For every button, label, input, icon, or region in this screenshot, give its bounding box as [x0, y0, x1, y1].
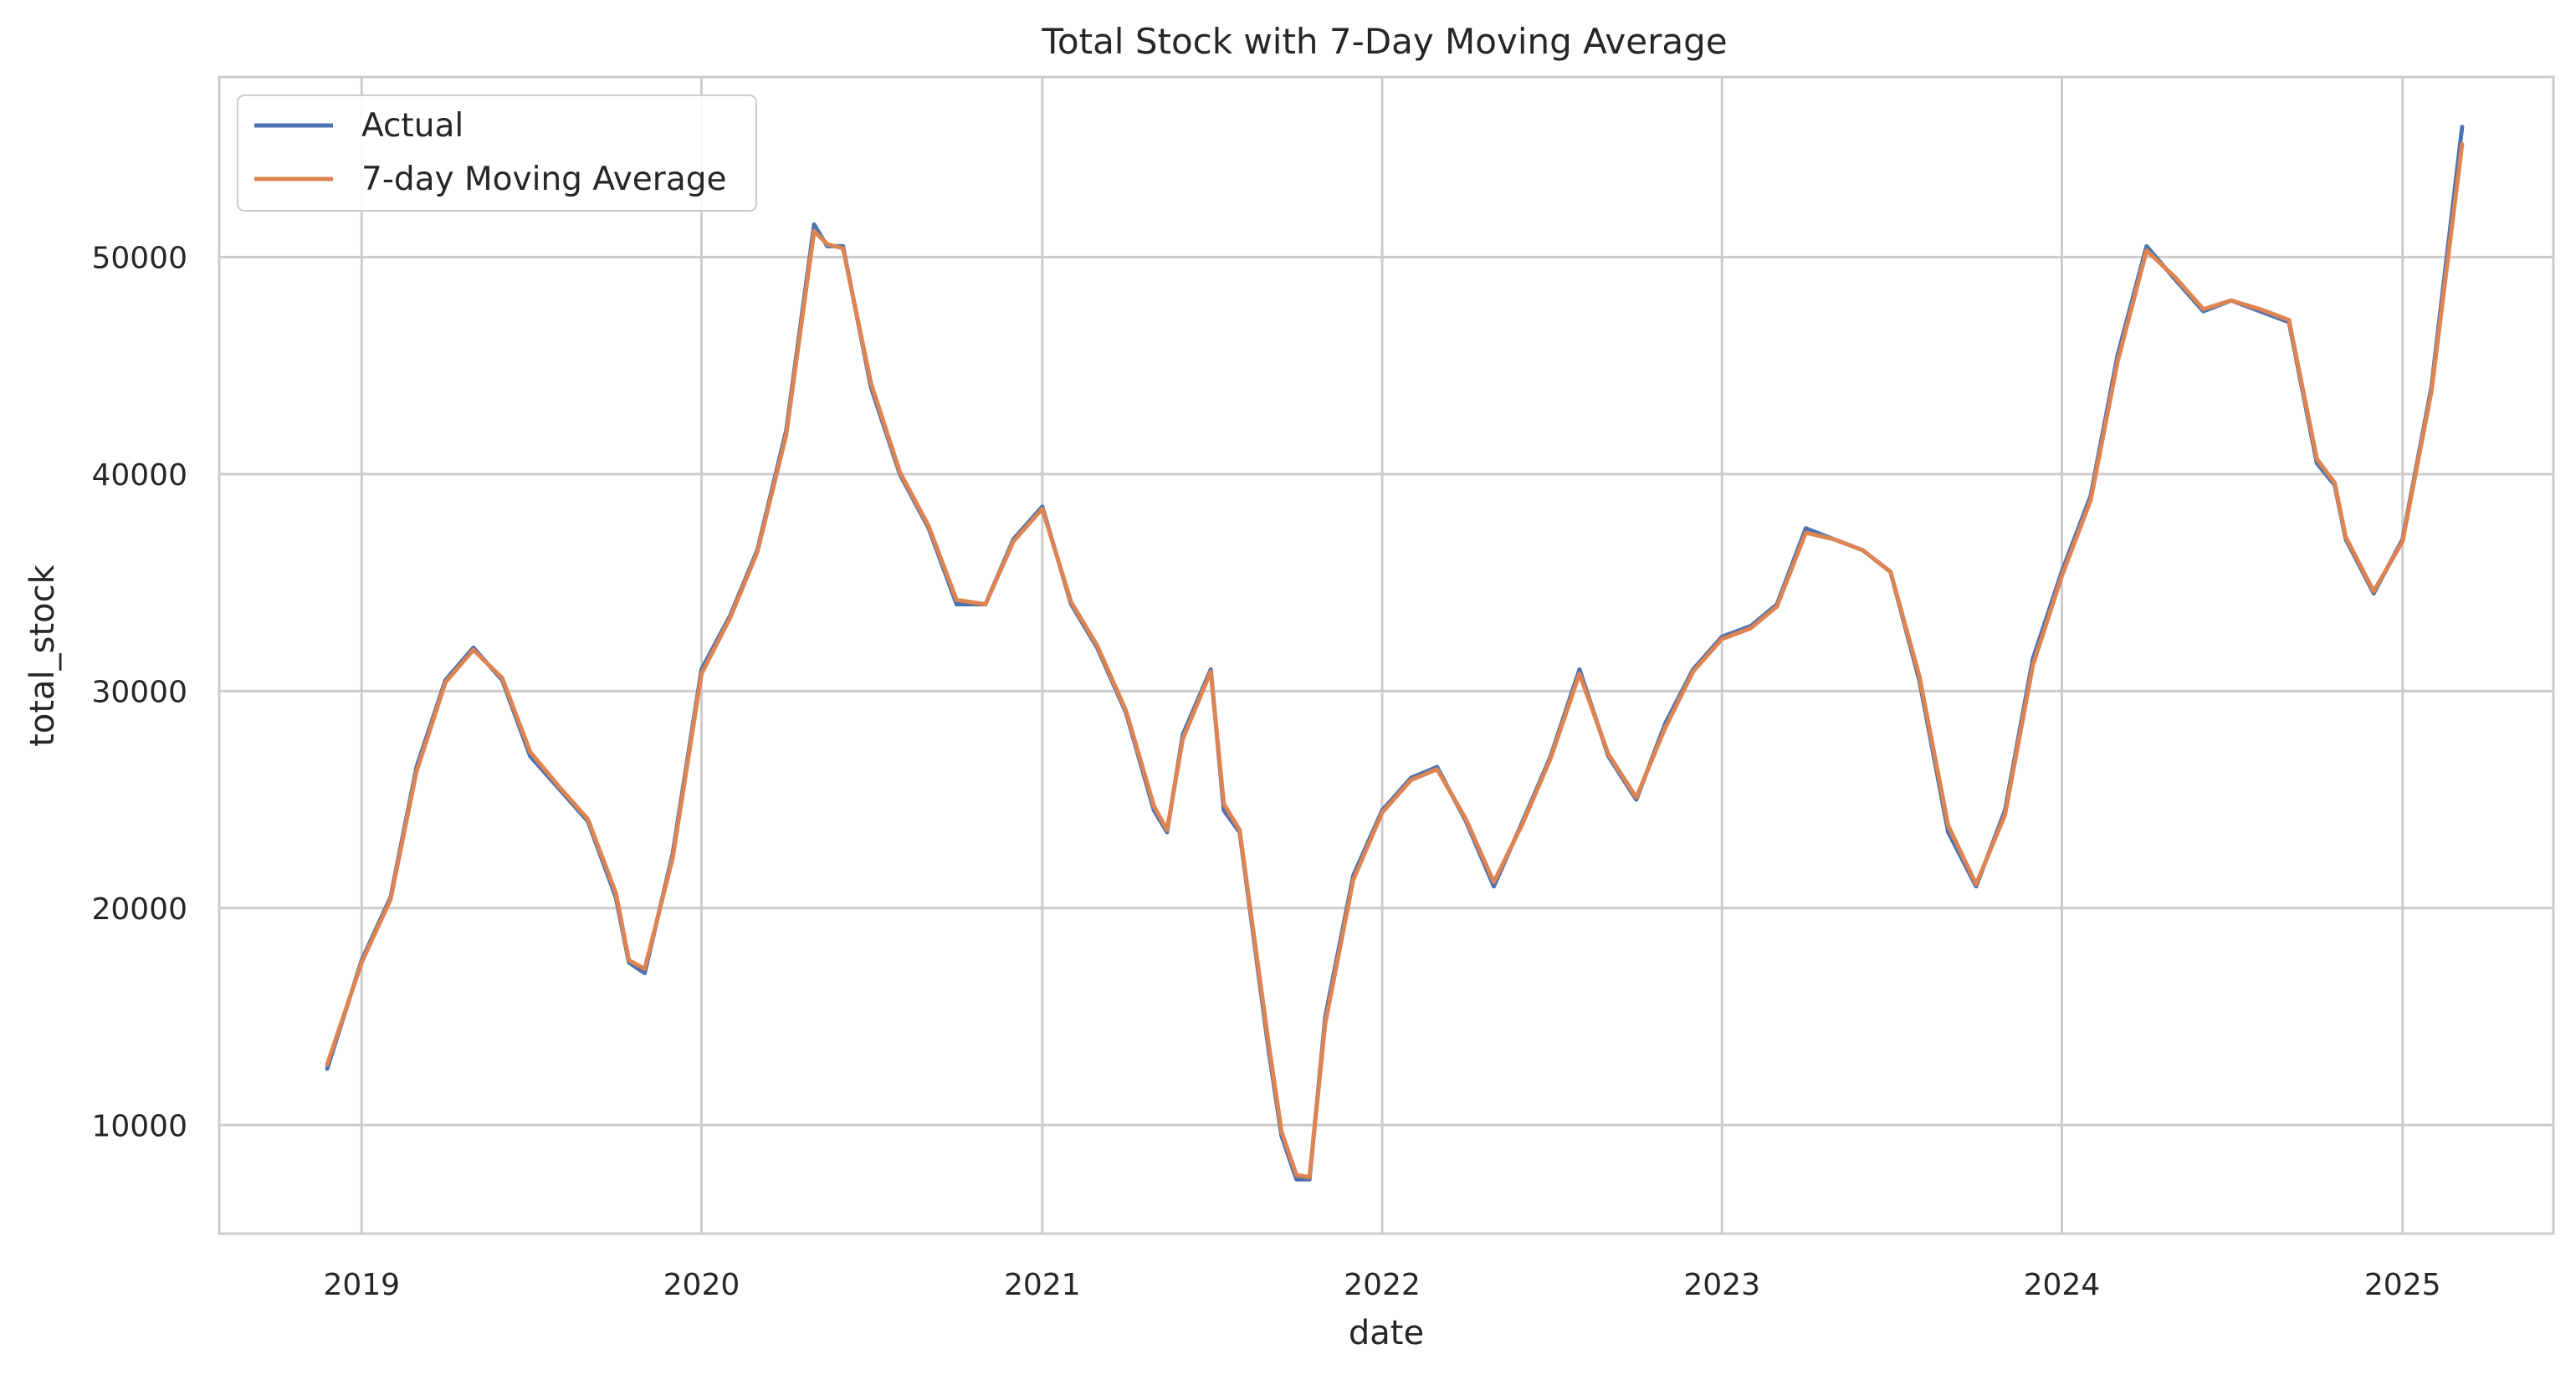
y-tick-label-20000: 20000 — [91, 892, 187, 927]
legend-label-moving-average: 7-day Moving Average — [361, 161, 726, 198]
plot-frame — [218, 75, 2555, 1235]
x-axis: 2019 2020 2021 2022 2023 2024 2025 — [323, 1268, 2440, 1302]
series-layer — [325, 125, 2465, 1182]
series-line-moving-average — [325, 141, 2465, 1179]
x-tick-label-2019: 2019 — [323, 1268, 400, 1302]
y-tick-label-30000: 30000 — [91, 675, 187, 709]
x-tick-label-2023: 2023 — [1683, 1268, 1760, 1302]
y-tick-label-50000: 50000 — [91, 241, 187, 275]
x-tick-label-2025: 2025 — [2364, 1268, 2441, 1302]
y-tick-label-10000: 10000 — [91, 1109, 187, 1143]
x-tick-label-2024: 2024 — [2024, 1268, 2101, 1302]
legend-box — [237, 95, 757, 212]
chart-title: Total Stock with 7-Day Moving Average — [1041, 21, 1727, 62]
grid — [219, 77, 2553, 1234]
legend-label-actual: Actual — [361, 107, 463, 145]
y-axis: 10000 20000 30000 40000 50000 — [91, 241, 187, 1143]
x-tick-label-2022: 2022 — [1344, 1268, 1421, 1302]
x-tick-label-2021: 2021 — [1004, 1268, 1081, 1302]
x-axis-label: date — [1349, 1314, 1424, 1352]
y-tick-label-40000: 40000 — [91, 458, 187, 493]
x-tick-label-2020: 2020 — [663, 1268, 740, 1302]
legend: Actual 7-day Moving Average — [237, 95, 757, 212]
y-axis-label: total_stock — [23, 564, 62, 746]
